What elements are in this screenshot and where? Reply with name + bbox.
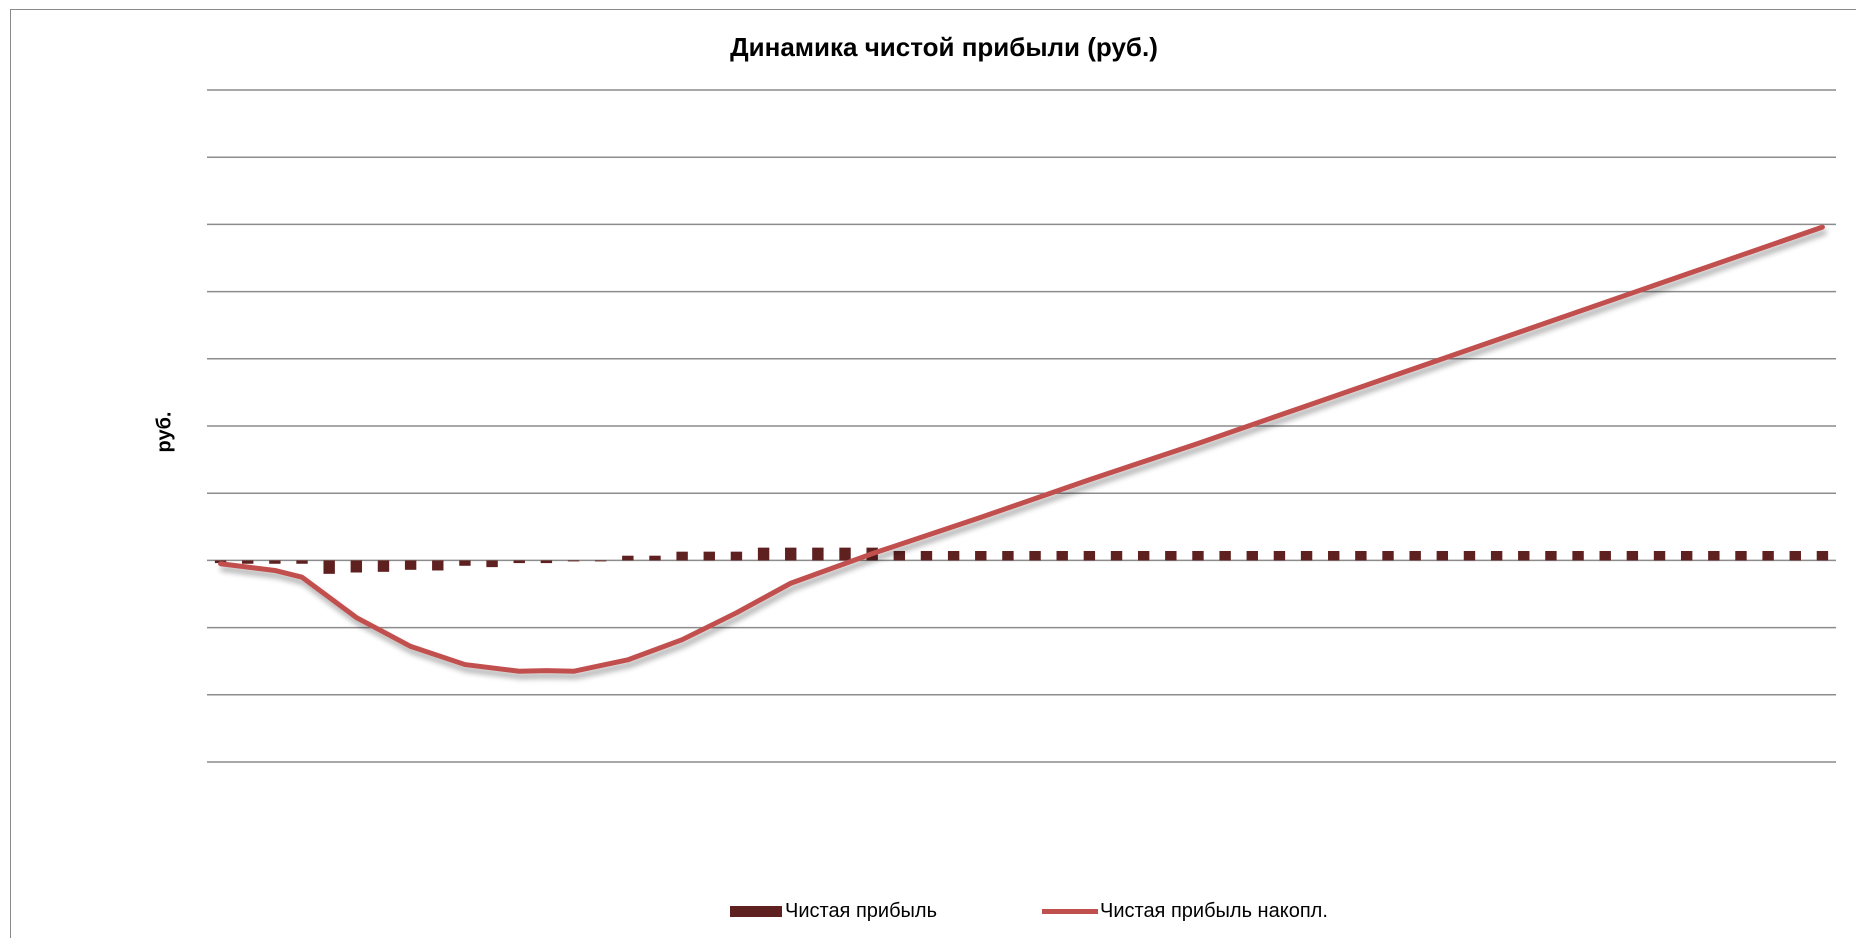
bar — [594, 560, 607, 562]
bar — [1355, 550, 1367, 561]
bar — [757, 547, 770, 561]
bar — [1762, 550, 1774, 561]
bar — [947, 550, 960, 561]
bar — [1789, 550, 1801, 561]
bar — [459, 560, 471, 566]
bar — [1056, 550, 1068, 561]
bar — [1816, 550, 1829, 561]
bar — [1545, 550, 1557, 561]
bar — [703, 551, 715, 561]
legend-line-swatch — [1042, 908, 1098, 914]
bar — [1382, 550, 1394, 561]
bar — [1273, 550, 1286, 561]
bar — [1328, 550, 1340, 561]
bar — [1165, 550, 1177, 561]
bar — [567, 560, 580, 562]
bar — [350, 560, 363, 573]
bar — [269, 560, 281, 564]
chart-frame — [10, 9, 1856, 938]
chart-title: Динамика чистой прибыли (руб.) — [730, 32, 1158, 62]
bar-series — [214, 547, 1829, 574]
bar — [1680, 550, 1693, 561]
bar — [323, 560, 335, 574]
bar — [812, 547, 824, 561]
bar — [486, 560, 498, 568]
legend-line-label: Чистая прибыль накопл. — [1100, 899, 1328, 922]
bar — [540, 560, 553, 564]
bar — [1626, 550, 1639, 561]
bar — [1463, 550, 1476, 561]
bar — [1137, 550, 1150, 561]
cumulative-line — [218, 224, 1825, 674]
bar — [1409, 550, 1421, 561]
bar — [1572, 550, 1584, 561]
bar — [1192, 550, 1204, 561]
bar — [377, 560, 390, 572]
bar — [1490, 550, 1503, 561]
bar — [432, 560, 444, 571]
legend-item-line: Чистая прибыль накопл. — [1042, 899, 1328, 923]
bar — [622, 555, 634, 561]
legend-item-bar: Чистая прибыль — [730, 899, 937, 923]
bar — [975, 550, 987, 561]
legend-bar-swatch — [730, 905, 782, 917]
bar — [1219, 550, 1231, 561]
line-series — [218, 224, 1825, 674]
bar — [296, 560, 308, 564]
bar — [1002, 550, 1014, 561]
bar — [1599, 550, 1611, 561]
bar — [1029, 550, 1041, 561]
bar — [730, 551, 743, 561]
bar — [839, 547, 851, 561]
bar — [920, 550, 933, 561]
bar — [1083, 550, 1096, 561]
bar — [1735, 550, 1747, 561]
bar — [1436, 550, 1449, 561]
bar — [242, 560, 254, 564]
bar — [1110, 550, 1123, 561]
bar — [1708, 550, 1720, 561]
bar — [1246, 550, 1258, 561]
bar — [1300, 550, 1313, 561]
bar — [513, 560, 525, 564]
legend-bar-label: Чистая прибыль — [785, 899, 937, 922]
bar — [404, 560, 417, 570]
bar — [649, 555, 661, 561]
gridlines — [207, 89, 1836, 763]
bar — [1653, 550, 1666, 561]
bar — [893, 550, 906, 561]
bar — [676, 551, 688, 561]
bar — [1518, 550, 1530, 561]
bar — [785, 547, 797, 561]
